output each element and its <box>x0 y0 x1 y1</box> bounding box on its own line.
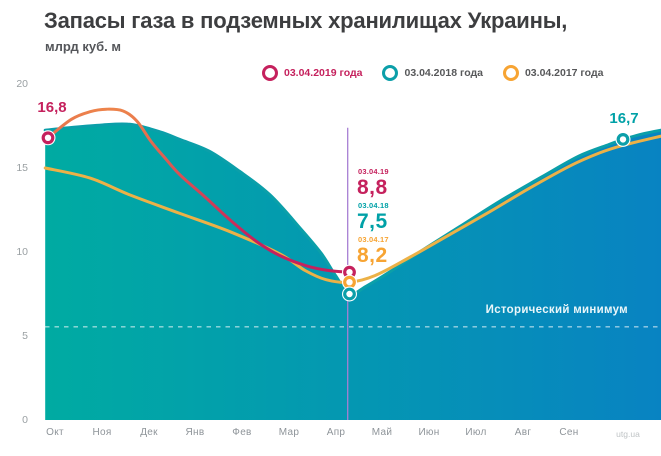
x-tick-label-10: Июл <box>465 427 487 438</box>
x-tick-label-12: Сен <box>559 427 579 438</box>
legend-ring-icon <box>262 65 278 81</box>
line-2017 <box>43 134 661 284</box>
legend-label: 03.04.2018 года <box>404 67 483 79</box>
legend-ring-icon <box>382 65 399 81</box>
x-tick-label-6: Мар <box>278 427 300 438</box>
x-tick-label-3: Дек <box>140 427 158 438</box>
april-date-03.04.18: 03.04.18 <box>358 201 389 210</box>
label-2019-start-value: 16,8 <box>37 99 67 116</box>
legend-label: 03.04.2017 года <box>524 67 604 79</box>
marker-2018-april <box>343 287 356 301</box>
x-tick-label-4: Янв <box>185 427 205 438</box>
april-value-03.04.19: 8,8 <box>357 176 388 199</box>
chart-title: Запасы газа в подземных хранилищах Украи… <box>44 8 568 33</box>
legend-label: 03.04.2019 года <box>284 67 363 79</box>
watermark-label: utg.ua <box>616 429 640 439</box>
legend-item-2019: 03.04.2019 года <box>262 65 362 81</box>
marker-2017-april <box>343 275 356 289</box>
x-tick-label-11: Авг <box>514 427 532 438</box>
line-2018 <box>43 122 661 296</box>
y-tick-label-20: 20 <box>16 78 28 90</box>
y-tick-label-5: 5 <box>22 330 28 342</box>
legend-ring-icon <box>502 65 519 81</box>
line-2019 <box>46 107 351 274</box>
x-tick-label-8: Май <box>371 427 393 438</box>
x-tick-label-9: Июн <box>418 427 440 438</box>
april-date-03.04.17: 03.04.17 <box>358 235 389 244</box>
april-value-03.04.17: 8,2 <box>357 244 388 267</box>
x-tick-label-2: Ноя <box>92 427 112 438</box>
x-tick-label-1: Окт <box>46 427 64 438</box>
x-tick-label-5: Фев <box>232 427 252 438</box>
april-value-03.04.18: 7,5 <box>357 210 388 233</box>
marker-2019-start <box>41 131 55 145</box>
y-tick-label-10: 10 <box>16 246 28 258</box>
legend: 03.04.2019 года 03.04.2018 года 03.04.2017… <box>262 65 603 81</box>
historical-minimum-label: Исторический минимум <box>485 304 628 316</box>
legend-item-2017: 03.04.2017 года <box>502 65 604 81</box>
x-tick-label-7: Апр <box>326 427 346 438</box>
chart-subtitle: млрд куб. м <box>45 39 121 54</box>
y-tick-label-15: 15 <box>16 162 28 174</box>
marker-2018-end <box>616 132 630 146</box>
legend-item-2018: 03.04.2018 года <box>382 65 483 81</box>
april-date-03.04.19: 03.04.19 <box>358 167 389 176</box>
y-tick-label-0: 0 <box>22 414 28 426</box>
label-2018-end-value: 16,7 <box>609 110 639 127</box>
